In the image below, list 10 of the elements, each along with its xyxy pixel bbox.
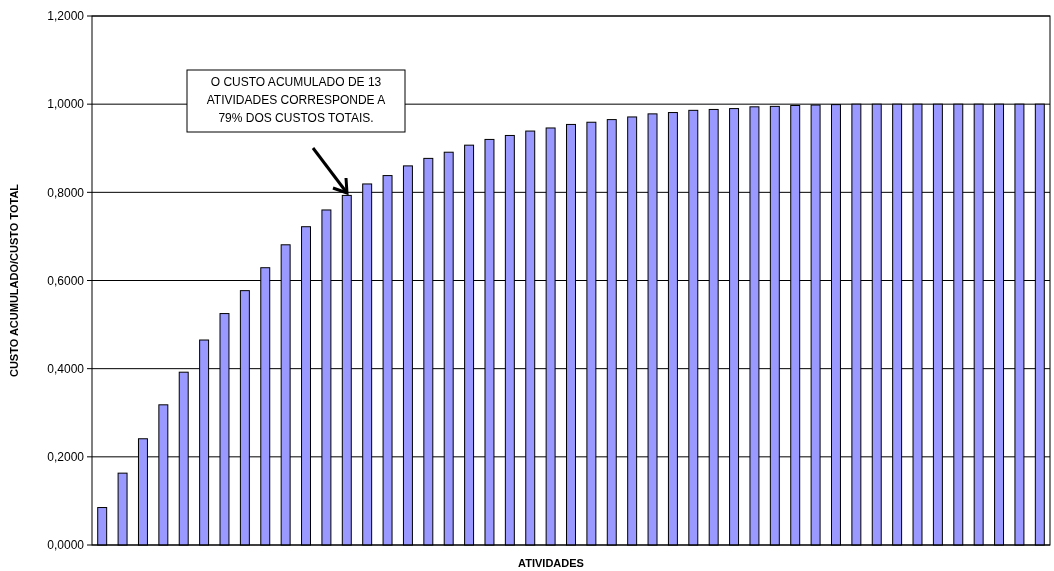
x-axis-title: ATIVIDADES [518,557,584,569]
annotation: O CUSTO ACUMULADO DE 13 ATIVIDADES CORRESPONDE A 79% DOS CUSTOS TOTAIS. [206,75,386,125]
y-tick-label: 0,6000 [47,273,85,288]
y-tick-label: 0,2000 [47,450,85,465]
y-tick-label: 0,0000 [47,538,85,553]
y-tick-label: 0,4000 [47,361,85,376]
y-axis-title: CUSTO ACUMULADO/CUSTO TOTAL [8,183,20,378]
y-tick-label: 1,0000 [47,97,85,112]
y-tick-label: 0,8000 [47,185,85,200]
y-tick-label: 1,2000 [47,9,85,24]
